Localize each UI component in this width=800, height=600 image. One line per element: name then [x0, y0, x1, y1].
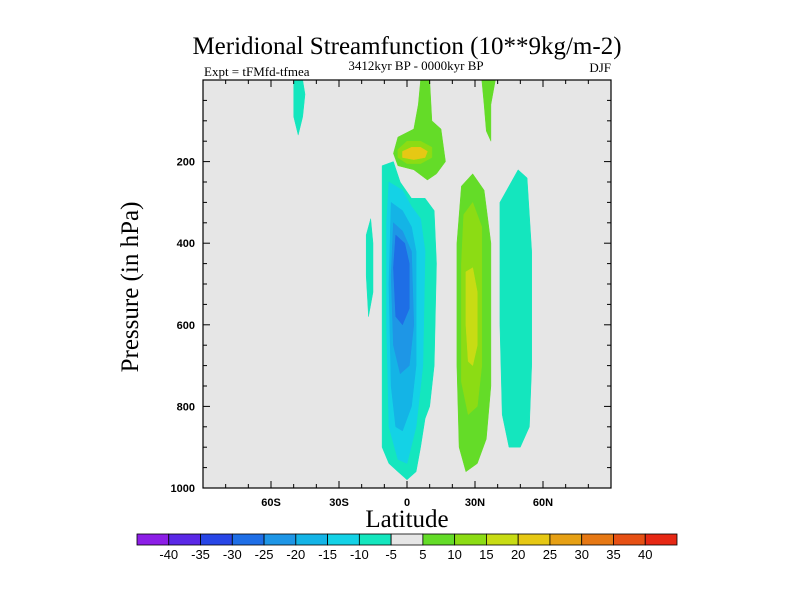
colorbar-label: 35 — [606, 547, 620, 562]
x-tick-labels: 60S 30S 0 30N 60N — [261, 497, 553, 509]
colorbar-swatch — [454, 533, 487, 546]
season-label: DJF — [589, 60, 611, 75]
colorbar-label: -15 — [318, 547, 337, 562]
colorbar-swatch — [263, 533, 297, 546]
colorbar-swatch — [486, 533, 519, 546]
colorbar-swatch — [327, 533, 360, 546]
contour-region-neg-25-cell — [393, 234, 410, 326]
y-tick-label: 1000 — [171, 483, 195, 495]
contour-region-neg-5-cell-sh-small — [365, 218, 374, 317]
x-tick-label: 30N — [465, 497, 485, 509]
colorbar-swatch — [422, 533, 456, 546]
y-tick-labels: 200 400 600 800 1000 — [171, 157, 195, 495]
colorbar-labels: -40 -35 -30 -25 -20 -15 -10 -5 5 10 15 2… — [159, 547, 652, 562]
colorbar-swatch — [168, 533, 201, 546]
colorbar-label: -35 — [191, 547, 210, 562]
y-tick-label: 600 — [177, 320, 195, 332]
contour-region-pos-15-cell-eq-upper — [402, 147, 428, 160]
colorbar-swatch — [644, 533, 678, 546]
chart-title: Meridional Streamfunction (10**9kg/m-2) — [192, 33, 621, 60]
experiment-label: Expt = tFMfd-tfmea — [204, 64, 310, 79]
colorbar — [136, 533, 678, 546]
colorbar-label: -40 — [159, 547, 178, 562]
colorbar-swatch — [581, 533, 614, 546]
colorbar-swatch — [295, 533, 328, 546]
colorbar-swatch — [517, 533, 551, 546]
colorbar-label: 20 — [511, 547, 525, 562]
colorbar-label: -5 — [385, 547, 397, 562]
colorbar-label: 10 — [447, 547, 461, 562]
y-tick-label: 800 — [177, 401, 195, 413]
contour-region-neg-5-cell-nh — [499, 169, 532, 448]
colorbar-label: 5 — [419, 547, 426, 562]
plot-area — [202, 79, 612, 489]
colorbar-swatch — [200, 533, 233, 546]
contour-region-pos-15-cell-nh — [465, 267, 478, 366]
colorbar-swatch — [231, 533, 265, 546]
x-tick-label: 60N — [533, 497, 553, 509]
colorbar-swatch — [549, 533, 583, 546]
colorbar-swatch — [136, 533, 170, 546]
y-axis-title: Pressure (in hPa) — [117, 202, 144, 373]
colorbar-swatch — [613, 533, 646, 546]
colorbar-label: 40 — [638, 547, 652, 562]
x-tick-label: 60S — [261, 497, 281, 509]
contour-regions — [293, 79, 532, 481]
axis-ticks — [202, 79, 612, 489]
period-label: 3412kyr BP - 0000kyr BP — [348, 58, 483, 73]
colorbar-label: 25 — [543, 547, 557, 562]
colorbar-label: -30 — [223, 547, 242, 562]
colorbar-label: 15 — [479, 547, 493, 562]
x-tick-label: 30S — [329, 497, 349, 509]
x-axis-title: Latitude — [365, 506, 448, 533]
colorbar-label: -25 — [255, 547, 274, 562]
colorbar-label: 30 — [574, 547, 588, 562]
x-tick-label: 0 — [404, 497, 410, 509]
colorbar-swatch — [390, 533, 424, 546]
colorbar-label: -20 — [286, 547, 305, 562]
y-tick-label: 200 — [177, 157, 195, 169]
y-tick-label: 400 — [177, 238, 195, 250]
colorbar-swatch — [358, 533, 392, 546]
colorbar-label: -10 — [350, 547, 369, 562]
